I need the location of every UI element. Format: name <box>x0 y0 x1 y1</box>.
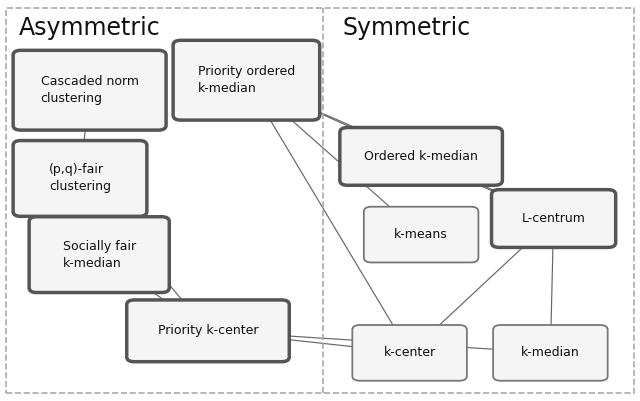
Text: Ordered k-median: Ordered k-median <box>364 150 478 163</box>
Text: Socially fair
k-median: Socially fair k-median <box>63 240 136 269</box>
Text: k-center: k-center <box>383 346 436 359</box>
Text: Asymmetric: Asymmetric <box>19 16 161 40</box>
FancyBboxPatch shape <box>492 190 616 247</box>
FancyBboxPatch shape <box>352 325 467 381</box>
Text: k-median: k-median <box>521 346 580 359</box>
FancyBboxPatch shape <box>173 41 320 120</box>
FancyBboxPatch shape <box>13 141 147 217</box>
Text: Priority ordered
k-median: Priority ordered k-median <box>198 65 295 95</box>
FancyBboxPatch shape <box>493 325 608 381</box>
Text: Symmetric: Symmetric <box>342 16 470 40</box>
Text: Priority k-center: Priority k-center <box>157 324 259 337</box>
FancyBboxPatch shape <box>127 300 289 362</box>
FancyBboxPatch shape <box>340 128 502 185</box>
FancyBboxPatch shape <box>364 207 479 263</box>
FancyBboxPatch shape <box>29 217 169 293</box>
Text: Cascaded norm
clustering: Cascaded norm clustering <box>40 75 139 105</box>
Text: k-means: k-means <box>394 228 448 241</box>
FancyBboxPatch shape <box>13 51 166 130</box>
Text: L-centrum: L-centrum <box>522 212 586 225</box>
Text: (p,q)-fair
clustering: (p,q)-fair clustering <box>49 164 111 193</box>
